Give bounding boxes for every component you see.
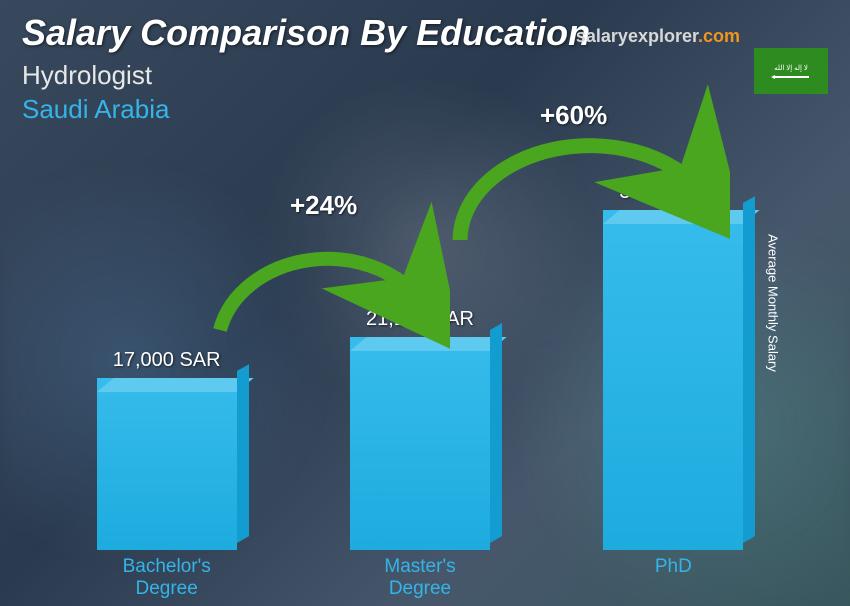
bar-top-face <box>603 210 760 224</box>
content-layer: Salary Comparison By Education Hydrologi… <box>0 0 850 606</box>
bar-top-face <box>350 337 507 351</box>
bar-side-face <box>743 196 755 543</box>
x-label-2: PhD <box>583 556 763 600</box>
bar-side-face <box>237 364 249 543</box>
watermark-text-a: salaryexplorer <box>576 26 698 46</box>
bar-2: 33,700 SAR <box>583 181 763 550</box>
x-axis-labels: Bachelor'sDegree Master'sDegree PhD <box>40 556 800 600</box>
bar-0: 17,000 SAR <box>77 349 257 550</box>
bar-chart: 17,000 SAR21,100 SAR33,700 SAR +24% +60% <box>40 130 800 550</box>
x-label-0: Bachelor'sDegree <box>77 556 257 600</box>
bar-side-face <box>490 323 502 543</box>
watermark-text-b: .com <box>698 26 740 46</box>
job-title: Hydrologist <box>22 60 152 91</box>
increase-pct-2: +60% <box>540 100 607 131</box>
bar-3d <box>350 337 490 550</box>
chart-title: Salary Comparison By Education <box>22 12 590 54</box>
bar-value-label: 17,000 SAR <box>113 349 221 372</box>
flag-icon: لا إله إلا الله <box>754 48 828 94</box>
svg-text:لا إله إلا الله: لا إله إلا الله <box>774 64 808 72</box>
bar-value-label: 33,700 SAR <box>619 181 727 204</box>
increase-pct-1: +24% <box>290 190 357 221</box>
bar-front-face <box>603 210 743 550</box>
country-name: Saudi Arabia <box>22 94 169 125</box>
watermark: salaryexplorer.com <box>576 26 740 47</box>
x-label-1: Master'sDegree <box>330 556 510 600</box>
bar-value-label: 21,100 SAR <box>366 308 474 331</box>
bar-front-face <box>350 337 490 550</box>
bar-1: 21,100 SAR <box>330 308 510 550</box>
bar-front-face <box>97 378 237 550</box>
bar-3d <box>603 210 743 550</box>
bar-3d <box>97 378 237 550</box>
bars-container: 17,000 SAR 21,100 SAR 33,700 SAR <box>40 130 800 550</box>
bar-top-face <box>97 378 254 392</box>
